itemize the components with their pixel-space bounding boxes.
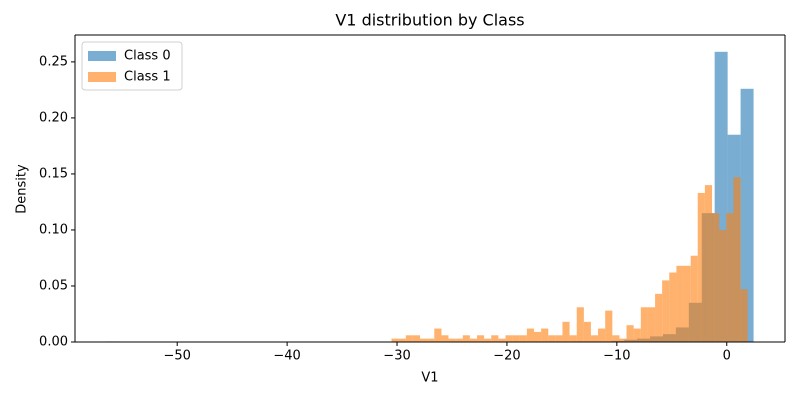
x-tick-label: 0 <box>723 349 731 364</box>
bar <box>548 335 556 342</box>
chart-title: V1 distribution by Class <box>335 11 524 30</box>
bar <box>626 325 634 342</box>
bar <box>583 321 591 342</box>
x-tick-label: −30 <box>383 349 410 364</box>
legend-label: Class 0 <box>124 49 171 64</box>
bar <box>598 328 606 342</box>
bar <box>605 310 613 342</box>
bar <box>726 213 734 342</box>
bar <box>419 338 428 342</box>
bar <box>526 328 534 342</box>
bar <box>541 328 549 342</box>
bar <box>669 272 677 342</box>
bar <box>569 335 577 342</box>
x-tick-label: −50 <box>163 349 190 364</box>
bar <box>733 177 741 342</box>
legend-label: Class 1 <box>124 70 171 85</box>
bar <box>455 338 463 342</box>
bar <box>391 338 399 342</box>
y-tick-label: 0.15 <box>39 166 68 181</box>
bar <box>462 335 470 342</box>
legend-swatch <box>88 72 116 82</box>
bar <box>398 338 406 342</box>
bar <box>555 335 563 342</box>
bar <box>427 338 435 342</box>
bar <box>590 335 599 342</box>
x-axis-label: V1 <box>421 371 438 386</box>
legend-swatch <box>88 51 116 61</box>
bar <box>740 88 754 342</box>
bar <box>683 265 691 342</box>
bar <box>469 338 478 342</box>
y-tick-label: 0.10 <box>39 222 68 237</box>
bar <box>477 335 485 342</box>
x-tick-label: −40 <box>273 349 300 364</box>
bar <box>647 307 656 342</box>
bar <box>405 335 413 342</box>
bar <box>498 338 506 342</box>
y-tick-label: 0.20 <box>39 110 68 125</box>
bar <box>690 255 698 342</box>
bar <box>740 289 748 342</box>
bar <box>533 331 542 342</box>
bar <box>576 307 584 342</box>
bar <box>519 335 527 342</box>
bar <box>484 338 492 342</box>
bar <box>704 185 713 342</box>
bar <box>633 328 641 342</box>
bar <box>612 335 620 342</box>
bar <box>512 335 520 342</box>
bar <box>719 229 727 342</box>
x-tick-label: −20 <box>493 349 520 364</box>
bar <box>441 335 449 342</box>
bar <box>412 335 420 342</box>
bar <box>662 280 670 342</box>
y-axis-label: Density <box>15 164 30 214</box>
bar <box>619 338 627 342</box>
y-tick-label: 0.25 <box>39 54 68 69</box>
x-tick-label: −10 <box>603 349 630 364</box>
bar <box>712 213 720 342</box>
bar <box>640 307 648 342</box>
y-tick-label: 0.00 <box>39 335 68 350</box>
bar <box>448 338 456 342</box>
bar <box>505 335 513 342</box>
bar <box>697 192 705 342</box>
bar <box>491 335 499 342</box>
bar <box>434 328 442 342</box>
y-tick-label: 0.05 <box>39 278 68 293</box>
bar <box>655 293 663 342</box>
bar <box>562 321 570 342</box>
bar <box>676 265 684 342</box>
